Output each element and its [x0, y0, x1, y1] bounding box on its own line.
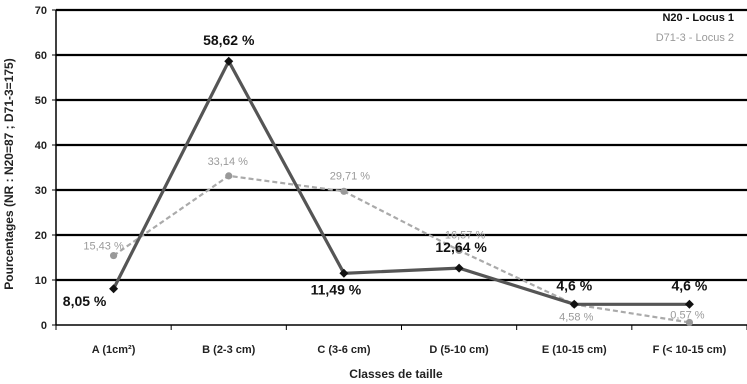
legend-entry-n20: N20 - Locus 1: [662, 12, 734, 24]
data-point-n20: [224, 56, 234, 66]
series-line-d71: [112, 174, 690, 324]
data-point-d71: [455, 246, 463, 255]
y-tick-label: 0: [41, 320, 47, 332]
data-label-d71: 29,71 %: [330, 170, 371, 182]
legend-entry-d71: D71-3 - Locus 2: [656, 32, 734, 44]
legend: N20 - Locus 1 D71-3 - Locus 2: [656, 12, 734, 44]
y-tick-label: 40: [35, 140, 47, 152]
data-point-d71: [109, 251, 118, 260]
data-label-n20: 4,6 %: [672, 277, 708, 293]
y-tick-label: 50: [35, 95, 47, 107]
data-point-n20: [339, 268, 349, 278]
y-tick-labels: 0 10 20 30 40 50 60 70: [35, 5, 47, 332]
x-tick-label: A (1cm²): [92, 344, 136, 356]
data-point-d71: [225, 172, 233, 180]
data-label-n20: 4,6 %: [556, 277, 592, 293]
data-label-d71: 33,14 %: [208, 156, 249, 168]
x-tick-label: C (3-6 cm): [317, 344, 371, 356]
x-tick-label: F (< 10-15 cm): [653, 344, 727, 356]
data-point-n20: [569, 299, 579, 309]
y-tick-label: 20: [35, 230, 47, 242]
data-label-d71: 16,57 %: [445, 229, 486, 241]
y-axis-title: Pourcentages (NR : N20=87 ; D71-3=175): [2, 58, 16, 289]
x-axis-title: Classes de taille: [349, 367, 443, 381]
data-point-n20: [109, 284, 119, 294]
data-point-n20: [454, 263, 464, 273]
data-label-n20: 58,62 %: [203, 32, 255, 48]
data-label-d71: 4,58 %: [559, 311, 593, 323]
data-point-n20: [684, 299, 694, 309]
gridlines: [52, 8, 747, 330]
x-tick-label: E (10-15 cm): [542, 344, 607, 356]
data-label-n20: 8,05 %: [63, 293, 107, 309]
y-tick-label: 10: [35, 275, 47, 287]
data-point-d71: [340, 187, 348, 195]
y-tick-label: 60: [35, 50, 47, 62]
data-point-d71: [685, 318, 694, 327]
x-tick-labels: A (1cm²) B (2-3 cm) C (3-6 cm) D (5-10 cm) E…: [92, 344, 727, 356]
data-label-n20: 12,64 %: [435, 239, 487, 255]
y-tick-label: 30: [35, 185, 47, 197]
x-tick-label: B (2-3 cm): [202, 344, 256, 356]
y-tick-label: 70: [35, 5, 47, 17]
series-layer: 8,05 % 58,62 % 11,49 % 12,64 % 4,6 % 4,6 % 15,…: [63, 32, 708, 327]
series-line-n20: [112, 57, 690, 306]
x-tick-label: D (5-10 cm): [429, 344, 489, 356]
data-label-d71: 0,57 %: [670, 309, 704, 321]
data-label-n20: 11,49 %: [311, 281, 362, 297]
data-label-d71: 15,43 %: [83, 241, 124, 253]
